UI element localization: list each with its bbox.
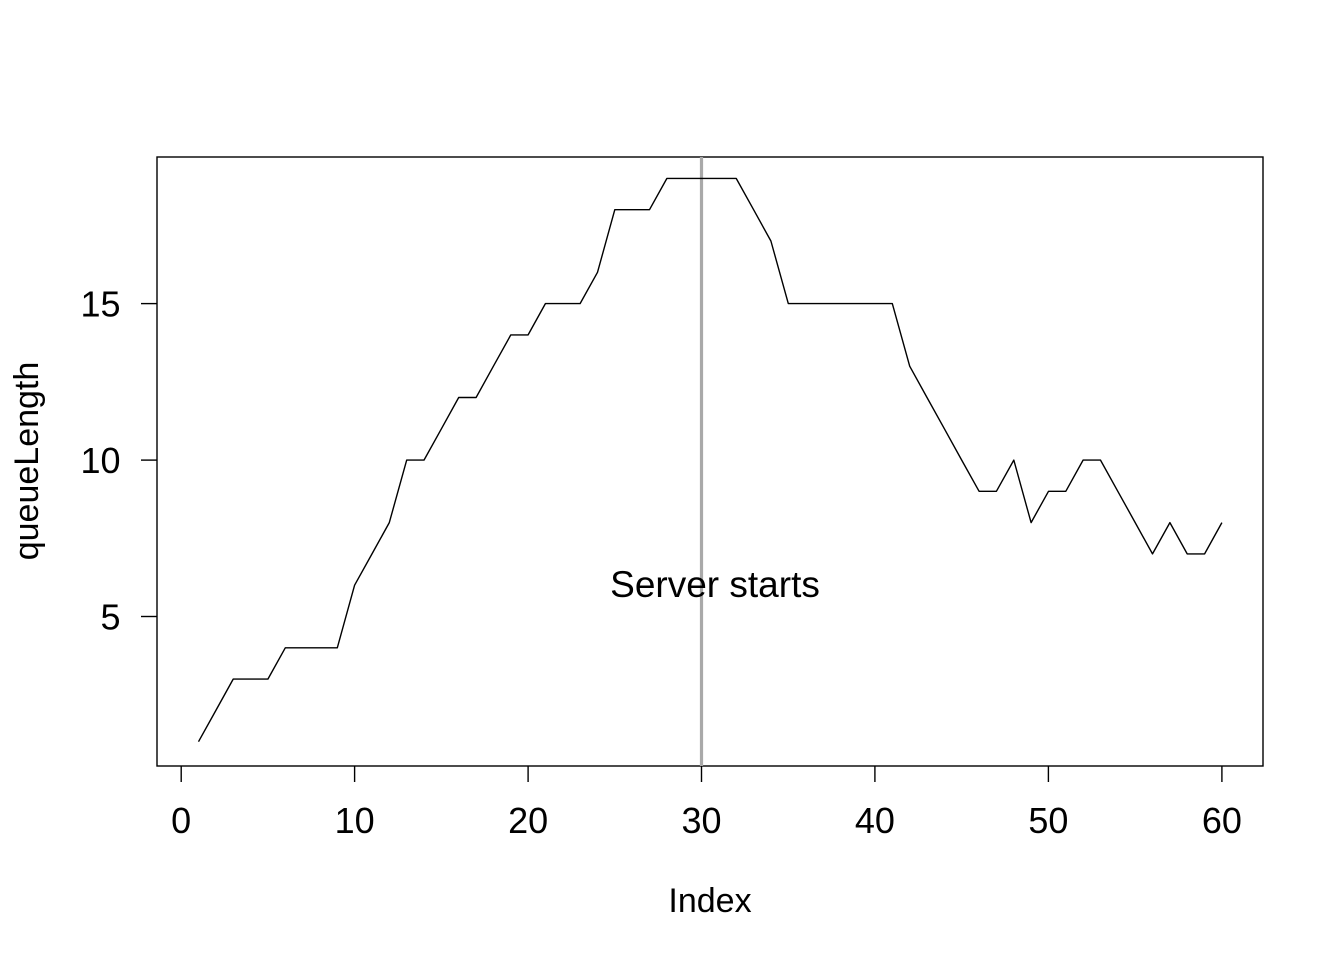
svg-text:50: 50	[1028, 800, 1068, 841]
svg-text:Server starts: Server starts	[610, 564, 820, 605]
svg-text:60: 60	[1202, 800, 1242, 841]
svg-text:30: 30	[681, 800, 721, 841]
svg-text:Index: Index	[668, 882, 751, 920]
svg-text:5: 5	[100, 597, 120, 638]
svg-text:10: 10	[80, 440, 120, 481]
svg-text:10: 10	[335, 800, 375, 841]
svg-text:0: 0	[171, 800, 191, 841]
svg-text:queueLength: queueLength	[8, 362, 46, 561]
svg-text:40: 40	[855, 800, 895, 841]
svg-text:20: 20	[508, 800, 548, 841]
svg-text:15: 15	[80, 284, 120, 325]
